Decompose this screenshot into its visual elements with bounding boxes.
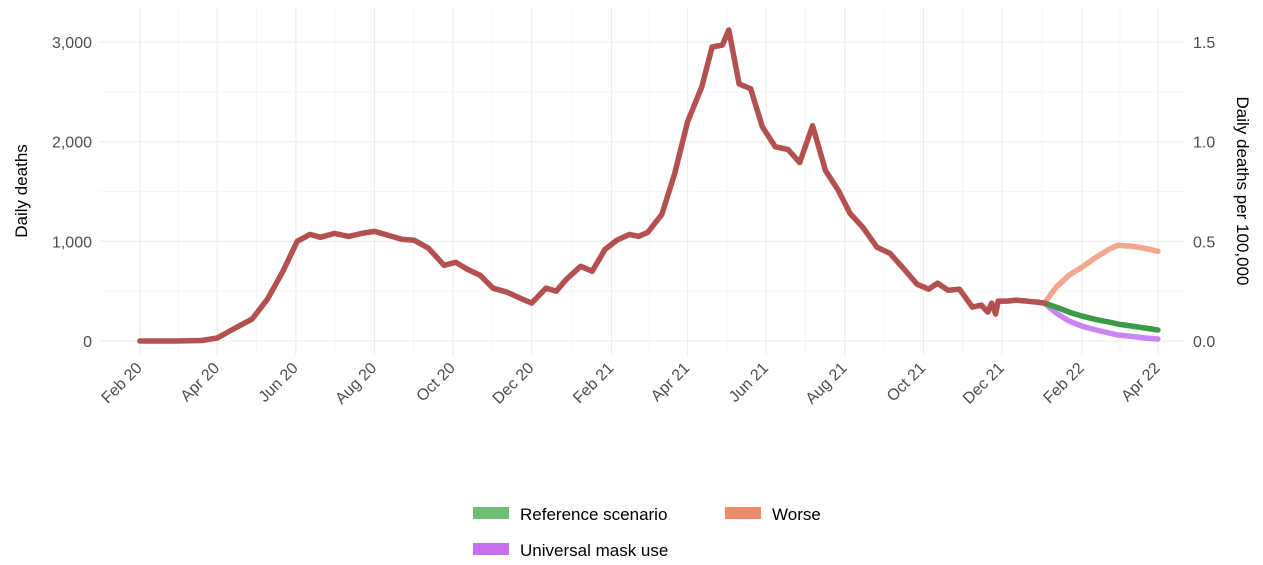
series-line-reference-scenario (1041, 300, 1161, 333)
series-line-universal-mask-use (1041, 300, 1161, 342)
x-tick-label: Apr 21 (648, 360, 693, 405)
x-tick-label: Aug 20 (332, 360, 380, 408)
secondary-y-axis-title: Daily deaths per 100,000 (1233, 96, 1252, 285)
legend-label-worse: Worse (772, 505, 821, 524)
x-tick-label: Apr 20 (178, 360, 223, 405)
legend-swatch-worse (725, 507, 761, 519)
y-axis-ticks: 0 1,000 2,000 3,000 (52, 35, 92, 351)
x-axis-ticks: Feb 20 Apr 20 Jun 20 Aug 20 Oct 20 Dec 20 Feb … (99, 360, 1164, 408)
x-tick-label: Feb 21 (570, 360, 617, 407)
x-tick-label: Apr 22 (1118, 360, 1163, 405)
y2-tick-label: 0.0 (1193, 334, 1215, 351)
y-tick-label: 1,000 (52, 234, 92, 251)
legend-swatch-mask (473, 543, 509, 555)
y-axis-title: Daily deaths (12, 144, 31, 238)
y2-tick-label: 1.5 (1193, 35, 1215, 52)
legend-label-mask: Universal mask use (520, 541, 668, 560)
series-line-worse (1041, 242, 1161, 306)
x-tick-label: Jun 21 (726, 360, 772, 406)
series-lines (137, 27, 1161, 344)
x-tick-label: Feb 20 (99, 360, 146, 407)
x-tick-label: Dec 20 (490, 360, 538, 408)
y-tick-label: 2,000 (52, 135, 92, 152)
x-tick-label: Feb 22 (1040, 360, 1087, 407)
secondary-y-axis-ticks: 0.0 0.5 1.0 1.5 (1193, 35, 1215, 351)
x-tick-label: Oct 20 (414, 360, 459, 405)
x-tick-label: Dec 21 (960, 360, 1008, 408)
x-tick-label: Aug 21 (803, 360, 851, 408)
x-tick-label: Jun 20 (256, 360, 302, 406)
legend: Reference scenario Worse Universal mask … (473, 505, 821, 560)
y2-tick-label: 1.0 (1193, 135, 1215, 152)
y-tick-label: 0 (83, 334, 92, 351)
legend-swatch-reference (473, 507, 509, 519)
legend-label-reference: Reference scenario (520, 505, 667, 524)
x-tick-label: Oct 21 (884, 360, 929, 405)
y2-tick-label: 0.5 (1193, 234, 1215, 251)
series-line-historical (137, 27, 1048, 344)
y-tick-label: 3,000 (52, 35, 92, 52)
